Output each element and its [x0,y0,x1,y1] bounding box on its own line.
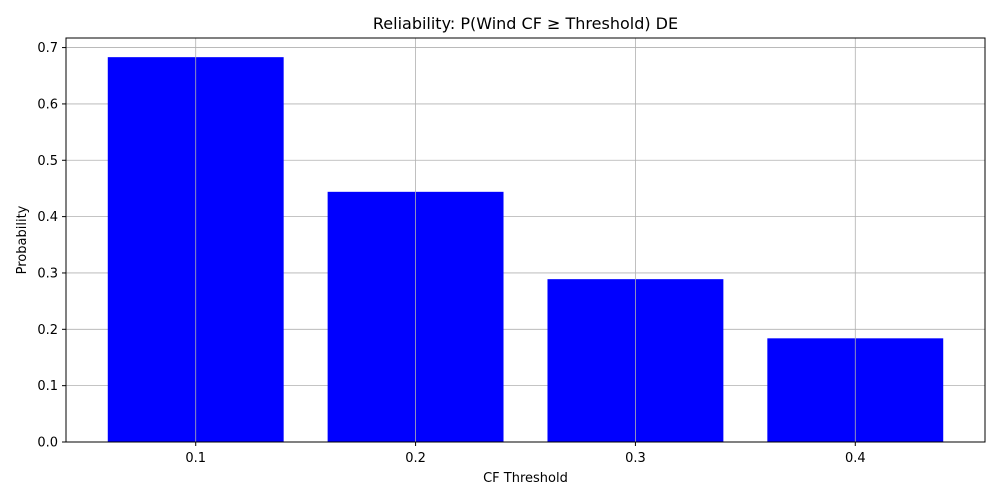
plot-area-frame [65,37,986,443]
y-tick-label: 0.7 [37,41,58,56]
x-tick-label: 0.3 [625,451,646,466]
x-tick-label: 0.1 [185,451,206,466]
y-tick-label: 0.2 [37,323,58,338]
y-tick-label: 0.0 [37,436,58,451]
y-tick-label: 0.5 [37,154,58,169]
bars [107,57,944,443]
x-tick-label: 0.2 [405,451,426,466]
y-tick-label: 0.1 [37,379,58,394]
y-axis-label: Probability [15,205,30,274]
y-tick-label: 0.3 [37,266,58,281]
vertical-grid-lines [195,38,856,442]
axis-ticks: 0.0 0.1 0.2 0.3 0.4 0.5 0.6 0.7 0.1 0.2 0.3 0.4 [37,41,865,466]
y-tick-label: 0.6 [37,97,58,112]
chart-title: Reliability: P(Wind CF ≥ Threshold) DE [373,14,678,33]
y-tick-label: 0.4 [37,210,58,225]
x-axis-label: CF Threshold [483,471,568,486]
x-tick-label: 0.4 [845,451,866,466]
